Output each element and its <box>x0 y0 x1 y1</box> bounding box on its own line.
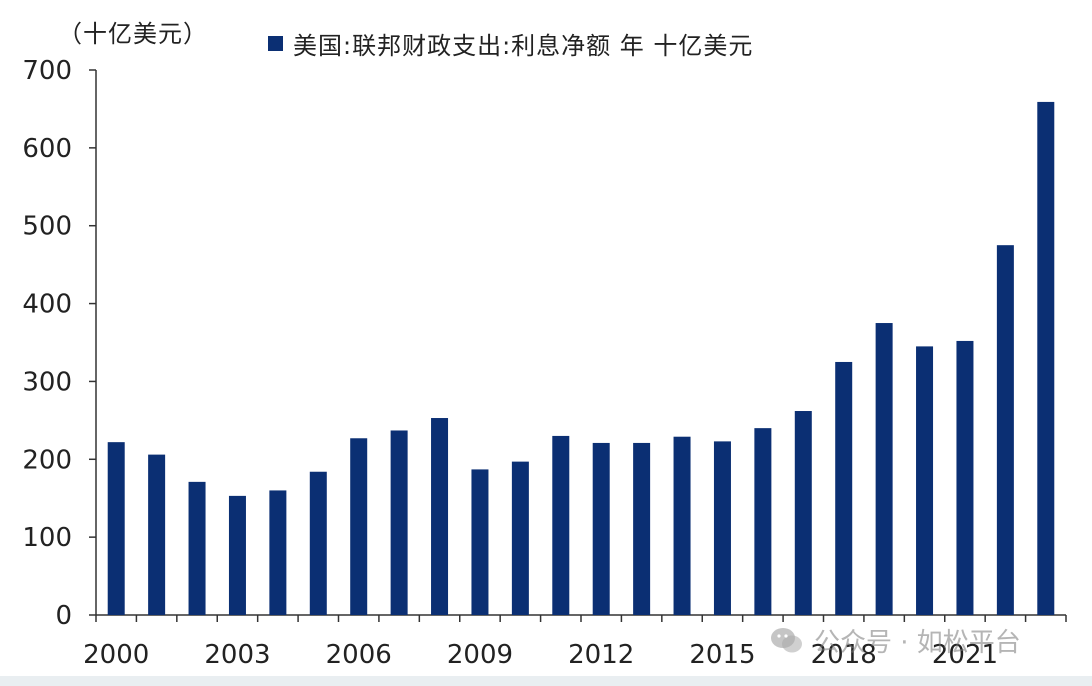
x-tick-label: 2015 <box>689 640 755 670</box>
bar <box>996 245 1014 615</box>
bar <box>148 454 166 615</box>
x-tick-label: 2000 <box>83 640 149 670</box>
bar <box>916 346 934 615</box>
y-tick-label: 600 <box>22 134 72 164</box>
watermark-text: 公众号 · 如松平台 <box>814 628 1021 658</box>
bar <box>875 323 893 615</box>
y-tick-label: 200 <box>22 445 72 475</box>
y-tick-label: 300 <box>22 367 72 397</box>
bar <box>188 481 206 615</box>
bar <box>673 436 691 615</box>
y-tick-label: 0 <box>55 601 72 631</box>
bar <box>713 441 731 615</box>
unit-label: （十亿美元） <box>58 20 208 48</box>
legend-swatch <box>268 36 283 51</box>
y-tick-label: 100 <box>22 523 72 553</box>
bar <box>390 430 408 615</box>
x-tick-label: 2009 <box>447 640 513 670</box>
x-tick-label: 2018 <box>811 640 877 670</box>
bar <box>228 495 246 615</box>
bar <box>592 442 610 615</box>
y-tick-label: 500 <box>22 212 72 242</box>
bar <box>350 438 368 615</box>
bar <box>269 490 287 615</box>
bottom-strip <box>0 676 1092 686</box>
legend: 美国:联邦财政支出:利息净额 年 十亿美元 <box>268 26 753 61</box>
y-tick-label: 400 <box>22 290 72 320</box>
bar <box>309 471 327 615</box>
x-tick-label: 2021 <box>932 640 998 670</box>
y-tick-label: 700 <box>22 56 72 86</box>
bar <box>1037 101 1055 615</box>
x-tick-label: 2012 <box>568 640 634 670</box>
bar <box>633 442 651 615</box>
bar <box>956 340 974 615</box>
bar <box>794 411 812 615</box>
bar <box>552 435 570 615</box>
bar <box>431 418 449 615</box>
x-tick-label: 2003 <box>204 640 270 670</box>
x-tick-label: 2006 <box>326 640 392 670</box>
wechat-icon <box>771 627 802 652</box>
bar <box>754 428 772 615</box>
legend-label: 美国:联邦财政支出:利息净额 年 十亿美元 <box>293 32 754 60</box>
bar <box>471 469 489 615</box>
bar <box>835 361 853 615</box>
watermark: 公众号 · 如松平台 <box>770 622 1021 659</box>
bar <box>107 442 125 615</box>
bar <box>511 461 529 615</box>
